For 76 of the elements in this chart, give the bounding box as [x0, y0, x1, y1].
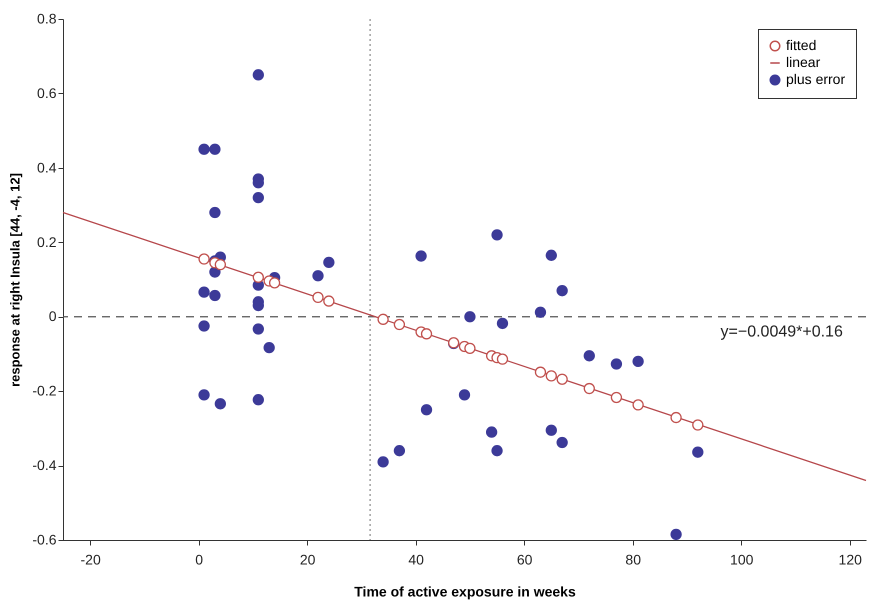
point	[394, 318, 406, 330]
point	[610, 358, 622, 370]
point	[458, 389, 470, 401]
point	[312, 270, 324, 282]
x-tick-label: 0	[195, 552, 204, 568]
x-tick-label: 120	[838, 552, 862, 568]
annotation: y=−0.0049*+0.16	[720, 324, 843, 341]
x-tick-label: -20	[80, 552, 101, 568]
y-tick-label: -0.6	[32, 532, 57, 548]
point	[209, 144, 221, 155]
point	[209, 206, 221, 218]
y-tick-label: 0	[48, 308, 57, 324]
point	[556, 436, 568, 448]
point	[214, 258, 226, 270]
point	[584, 350, 595, 362]
point	[491, 445, 503, 456]
point	[198, 253, 210, 265]
point	[252, 69, 264, 80]
point	[420, 404, 432, 416]
x-tick-label: 60	[516, 552, 533, 568]
y-tick-label: -0.4	[32, 457, 57, 474]
point	[534, 306, 546, 318]
point	[556, 374, 568, 385]
point	[214, 398, 226, 410]
point	[534, 366, 546, 378]
point	[632, 399, 644, 411]
point	[670, 412, 682, 424]
point	[252, 323, 264, 335]
x-axis-title: Time of active exposure in weeks	[354, 584, 576, 600]
point	[546, 370, 557, 382]
y-tick-label: -0.2	[32, 382, 57, 399]
point	[312, 292, 324, 304]
point	[610, 392, 622, 404]
point	[323, 256, 335, 268]
point	[486, 426, 498, 438]
point	[496, 318, 508, 330]
point	[377, 314, 389, 325]
point	[252, 192, 264, 204]
point	[198, 144, 210, 155]
y-axis-title: response at right Insula [44, -4, 12]	[7, 173, 22, 387]
point	[264, 342, 275, 354]
legend-label: plus error	[786, 71, 846, 87]
point	[632, 356, 644, 368]
point	[692, 419, 704, 431]
point	[252, 394, 264, 406]
point	[252, 272, 264, 283]
point	[394, 445, 406, 456]
legend-label: fitted	[786, 37, 816, 53]
y-tick-label: 0.8	[37, 10, 57, 26]
point	[377, 456, 389, 468]
point	[415, 250, 427, 262]
point	[670, 528, 682, 540]
point	[464, 342, 476, 354]
point	[556, 285, 568, 296]
point	[692, 446, 704, 458]
point	[491, 229, 503, 240]
x-tick-label: 40	[408, 552, 424, 568]
x-tick-label: 100	[730, 552, 754, 568]
y-tick-label: 0.2	[37, 234, 57, 250]
y-tick-label: 0.4	[37, 159, 57, 176]
point	[420, 328, 432, 340]
x-tick-label: 20	[300, 552, 316, 568]
point	[464, 311, 476, 322]
y-tick-label: 0.6	[37, 84, 57, 101]
point	[198, 320, 210, 332]
x-tick-label: 80	[625, 552, 642, 568]
point	[198, 389, 210, 401]
point	[496, 354, 508, 365]
point	[198, 286, 210, 298]
legend-label: linear	[786, 54, 821, 70]
point	[546, 250, 557, 261]
point	[209, 290, 221, 302]
point	[323, 295, 335, 307]
point	[584, 382, 595, 394]
point	[546, 424, 557, 436]
point	[268, 277, 280, 288]
